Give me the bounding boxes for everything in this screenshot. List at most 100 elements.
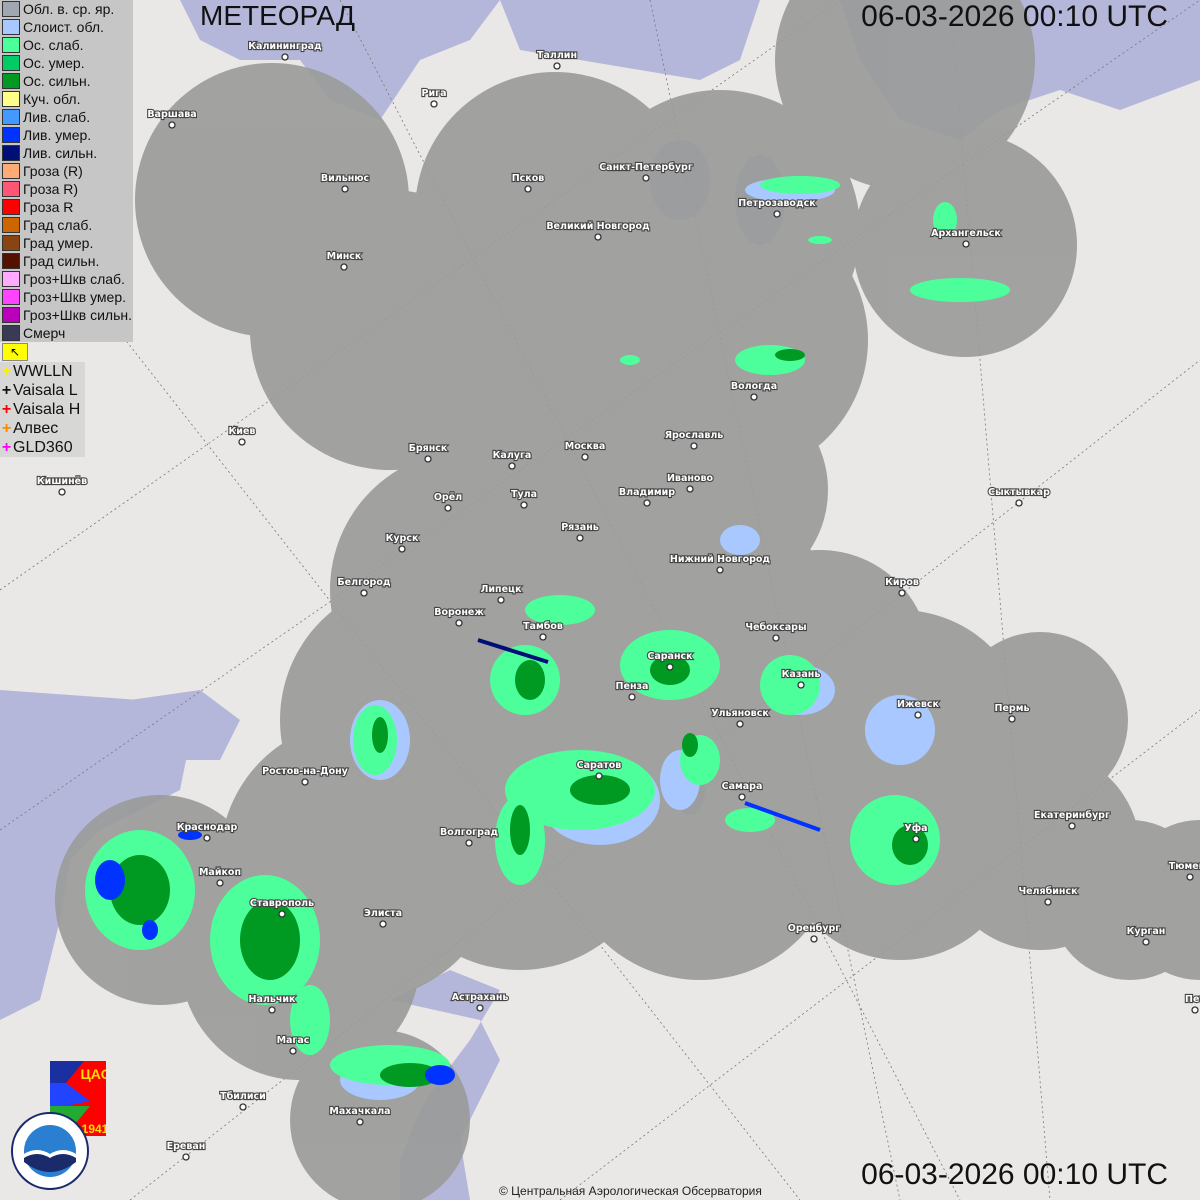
city-label: Тбилиси <box>220 1091 266 1102</box>
city-marker: Екатеринбург <box>1033 809 1111 830</box>
city-marker: Ставрополь <box>249 897 315 918</box>
cao-year: 1941 <box>82 1122 106 1136</box>
city-dot-icon <box>444 504 452 512</box>
city-label: Пермь <box>995 703 1030 714</box>
lightning-source-item: + Vaisala L <box>0 381 85 400</box>
city-marker: Таллин <box>536 49 578 70</box>
legend-item: Слоист. обл. <box>0 18 133 36</box>
city-label: Липецк <box>480 584 522 595</box>
city-label: Ростов-на-Дону <box>262 766 349 777</box>
legend-item: Смерч <box>0 324 133 342</box>
city-label: Орёл <box>434 492 462 503</box>
city-label: Махачкала <box>329 1106 390 1117</box>
legend-item: Град слаб. <box>0 216 133 234</box>
city-dot-icon <box>553 62 561 70</box>
city-marker: Тамбов <box>522 620 564 641</box>
city-marker: Саранск <box>646 650 694 671</box>
city-dot-icon <box>398 545 406 553</box>
lightning-source-item: + GLD360 <box>0 438 85 457</box>
legend-label: Гроз+Шкв сильн. <box>23 307 132 323</box>
city-marker: Самара <box>721 780 763 801</box>
city-dot-icon <box>736 720 744 728</box>
legend-label: Гроз+Шкв умер. <box>23 289 127 305</box>
city-labels: Калининград Таллин Рига Варшава Санкт-Петерб… <box>36 40 1200 1161</box>
city-label: Краснодар <box>177 822 238 833</box>
legend-label: Лив. слаб. <box>23 109 91 125</box>
lightning-cross-icon: + <box>1 362 12 380</box>
legend-swatch <box>2 253 20 269</box>
city-marker: Ереван <box>166 1140 206 1161</box>
city-label: Нальчик <box>249 994 297 1005</box>
city-dot-icon <box>430 100 438 108</box>
legend-swatch <box>2 1 20 17</box>
cao-text: ЦАО <box>80 1066 106 1082</box>
city-dot-icon <box>238 438 246 446</box>
city-label: Архангельск <box>931 228 1001 239</box>
city-dot-icon <box>476 1004 484 1012</box>
legend-swatch <box>2 127 20 143</box>
legend-label: Ос. сильн. <box>23 73 91 89</box>
city-label: Рязань <box>561 522 599 533</box>
city-marker: Нальчик <box>247 993 297 1014</box>
city-dot-icon <box>773 210 781 218</box>
legend-swatch <box>2 289 20 305</box>
city-marker: Ижевск <box>896 698 941 719</box>
legend-swatch <box>2 307 20 323</box>
city-marker: Великий Новгород <box>545 220 651 241</box>
city-dot-icon <box>738 793 746 801</box>
city-dot-icon <box>1068 822 1076 830</box>
lightning-label: GLD360 <box>13 438 73 456</box>
city-dot-icon <box>360 589 368 597</box>
city-label: Калуга <box>493 450 532 461</box>
city-dot-icon <box>1186 873 1194 881</box>
city-dot-icon <box>508 462 516 470</box>
legend-swatch <box>2 199 20 215</box>
legend-label: Гроз+Шкв слаб. <box>23 271 125 287</box>
city-dot-icon <box>912 835 920 843</box>
city-label: Нижний Новгород <box>670 554 771 565</box>
marker-toggle-button[interactable]: ↖ <box>2 343 28 361</box>
city-marker: Архангельск <box>930 227 1002 248</box>
city-dot-icon <box>797 681 805 689</box>
legend-item: Гроза R) <box>0 180 133 198</box>
city-marker: Курган <box>1126 925 1166 946</box>
city-marker: Тюмень <box>1168 860 1200 881</box>
city-marker: Минск <box>326 250 363 271</box>
city-label: Петрозаводск <box>738 198 816 209</box>
city-label: Псков <box>512 173 545 184</box>
city-dot-icon <box>301 778 309 786</box>
city-marker: Саратов <box>576 759 622 780</box>
city-marker: Сыктывкар <box>987 486 1051 507</box>
city-marker: Иваново <box>666 472 715 493</box>
city-dot-icon <box>539 633 547 641</box>
city-label: Волгоград <box>440 827 498 838</box>
city-dot-icon <box>1044 898 1052 906</box>
radar-coverage <box>55 0 1200 1200</box>
city-label: Курган <box>1127 926 1166 937</box>
city-marker: Киров <box>884 576 920 597</box>
city-marker: Нижний Новгород <box>669 553 772 574</box>
city-dot-icon <box>239 1103 247 1111</box>
city-label: Киров <box>885 577 919 588</box>
city-dot-icon <box>58 488 66 496</box>
timestamp-top: 06-03-2026 00:10 UTC <box>861 0 1168 33</box>
legend-label: Слоист. обл. <box>23 19 104 35</box>
legend-item: Ос. умер. <box>0 54 133 72</box>
city-label: Саратов <box>577 760 622 771</box>
roshydromet-logo <box>11 1112 89 1190</box>
legend-label: Град сильн. <box>23 253 100 269</box>
lightning-source-item: + Vaisala H <box>0 400 85 419</box>
cao-logo: ЦАО 1941 <box>50 1061 106 1136</box>
legend-item: Ос. слаб. <box>0 36 133 54</box>
city-label: Тула <box>511 489 537 500</box>
city-dot-icon <box>962 240 970 248</box>
city-label: Кишинёв <box>37 476 87 487</box>
city-label: Великий Новгород <box>546 221 650 232</box>
city-marker: Орёл <box>433 491 463 512</box>
city-label: Минск <box>327 251 362 262</box>
app-title: МЕТЕОРАД <box>200 0 355 31</box>
city-label: Чебоксары <box>745 622 806 633</box>
city-dot-icon <box>1142 938 1150 946</box>
city-dot-icon <box>716 566 724 574</box>
